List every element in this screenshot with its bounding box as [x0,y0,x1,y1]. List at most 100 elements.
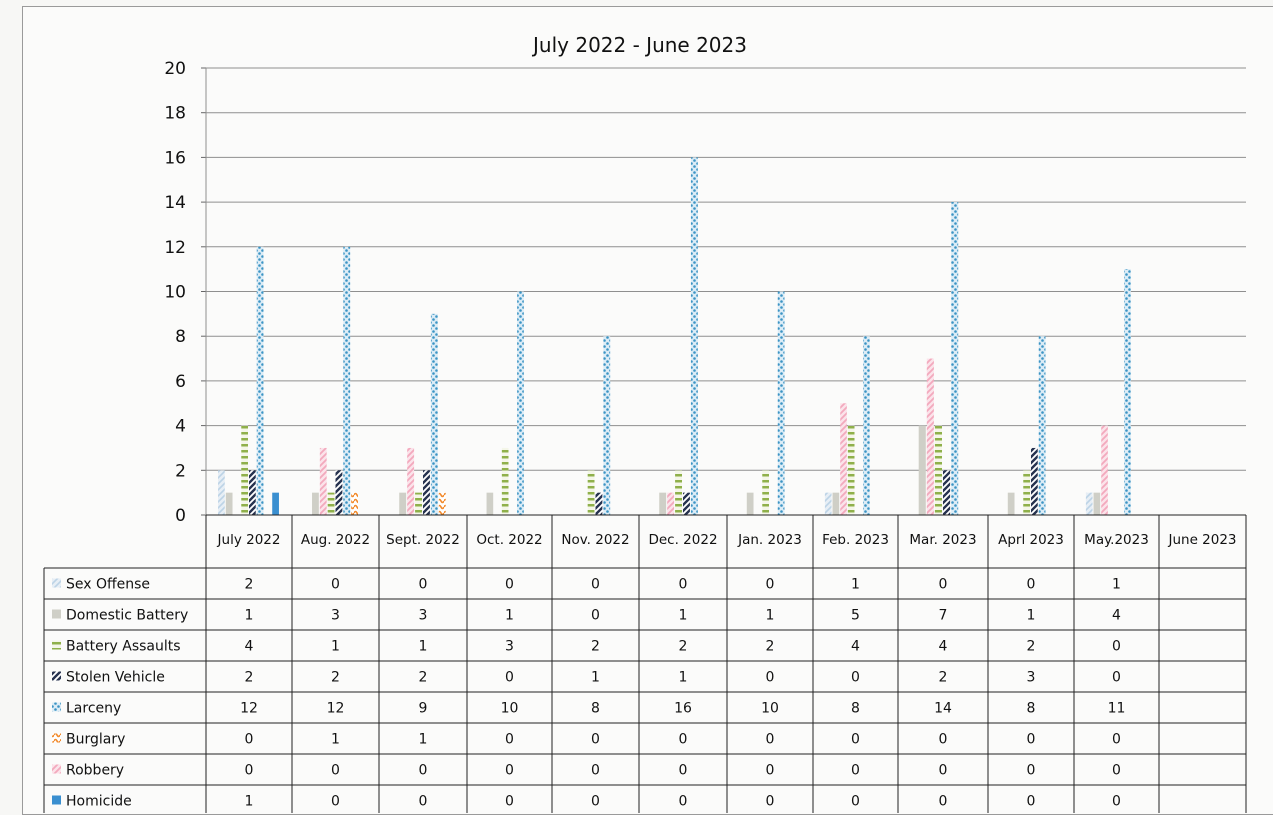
table-cell: 0 [331,794,340,810]
table-cell: 0 [331,577,340,593]
bar-stolen-vehicle [943,470,951,515]
table-cell: 0 [505,670,514,686]
bar-robbery [1101,425,1108,515]
x-tick-label: Nov. 2022 [561,532,629,548]
x-tick-label: Mar. 2023 [909,532,976,548]
bar-larceny [863,336,870,515]
bar-larceny [430,313,438,515]
legend-label: Robbery [66,763,124,779]
bar-domestic-battery [312,492,319,515]
table-cell: 0 [505,577,514,593]
bar-stolen-vehicle [423,470,430,515]
table-cell: 0 [1027,732,1036,748]
table-cell: 1 [419,639,428,655]
table-cell: 1 [331,732,340,748]
bar-homicide [272,492,279,515]
bar-larceny [951,202,959,515]
table-cell: 0 [591,794,600,810]
table-cell: 0 [1112,794,1121,810]
y-tick-label: 6 [175,372,186,392]
x-tick-label: Aug. 2022 [301,532,370,548]
bar-domestic-battery [918,425,926,515]
bar-domestic-battery [399,492,407,515]
bar-larceny [777,291,785,515]
table-cell: 0 [766,794,775,810]
table-cell: 12 [327,701,345,717]
legend-label: Larceny [66,701,121,717]
x-tick-label: Dec. 2022 [648,532,717,548]
table-cell: 0 [939,794,948,810]
table-cell: 1 [331,639,340,655]
table-cell: 0 [1112,763,1121,779]
bar-larceny [1038,336,1046,515]
table-cell: 0 [851,794,860,810]
table-cell: 0 [679,763,688,779]
y-tick-label: 2 [175,461,186,481]
table-cell: 0 [1027,577,1036,593]
table-cell: 1 [591,670,600,686]
legend-swatch [52,671,61,681]
legend-swatch [52,795,61,805]
bar-domestic-battery [746,492,754,515]
table-cell: 3 [331,608,340,624]
bar-domestic-battery [659,492,667,515]
legend-swatch [52,733,61,743]
table-cell: 0 [505,794,514,810]
table-cell: 2 [331,670,340,686]
table-cell: 0 [1112,639,1121,655]
table-cell: 1 [679,670,688,686]
legend-label: Burglary [66,732,125,748]
y-tick-label: 0 [175,506,186,526]
table-cell: 1 [766,608,775,624]
bar-battery-assaults [587,470,595,515]
bar-domestic-battery [832,492,840,515]
table-cell: 0 [591,577,600,593]
table-cell: 0 [419,577,428,593]
bar-stolen-vehicle [595,492,603,515]
y-tick-label: 20 [164,59,186,79]
bar-sex-offense [824,492,832,515]
table-cell: 4 [1112,608,1121,624]
table-cell: 4 [939,639,948,655]
table-cell: 3 [1027,670,1036,686]
table-cell: 0 [245,732,254,748]
table-cell: 1 [505,608,514,624]
bar-domestic-battery [225,492,233,515]
table-cell: 1 [245,794,254,810]
table-cell: 1 [245,608,254,624]
legend-swatch [52,702,61,712]
table-cell: 14 [934,701,952,717]
x-tick-label: June 2023 [1167,532,1236,548]
table-cell: 5 [851,608,860,624]
table-cell: 3 [505,639,514,655]
bar-robbery [926,358,934,515]
bar-robbery [319,447,327,515]
table-cell: 2 [245,577,254,593]
table-cell: 0 [1027,763,1036,779]
bar-burglary [438,492,446,515]
table-cell: 1 [851,577,860,593]
table-cell: 0 [939,763,948,779]
table-cell: 8 [851,701,860,717]
bar-robbery [407,447,415,515]
table-cell: 0 [591,732,600,748]
bar-domestic-battery [1093,492,1101,515]
table-cell: 7 [939,608,948,624]
table-cell: 2 [245,670,254,686]
bar-sex-offense [218,470,225,515]
legend-label: Homicide [66,794,132,810]
bar-stolen-vehicle [683,492,690,515]
table-cell: 0 [591,608,600,624]
bar-sex-offense [1085,492,1093,515]
bar-stolen-vehicle [335,470,343,515]
bar-battery-assaults [501,447,509,515]
legend-label: Stolen Vehicle [66,670,165,686]
y-tick-label: 18 [164,104,186,124]
table-cell: 2 [939,670,948,686]
x-tick-label: Sept. 2022 [386,532,460,548]
bar-battery-assaults [847,425,855,515]
table-cell: 0 [1112,732,1121,748]
table-cell: 1 [419,732,428,748]
y-tick-label: 4 [175,417,186,437]
table-cell: 2 [591,639,600,655]
